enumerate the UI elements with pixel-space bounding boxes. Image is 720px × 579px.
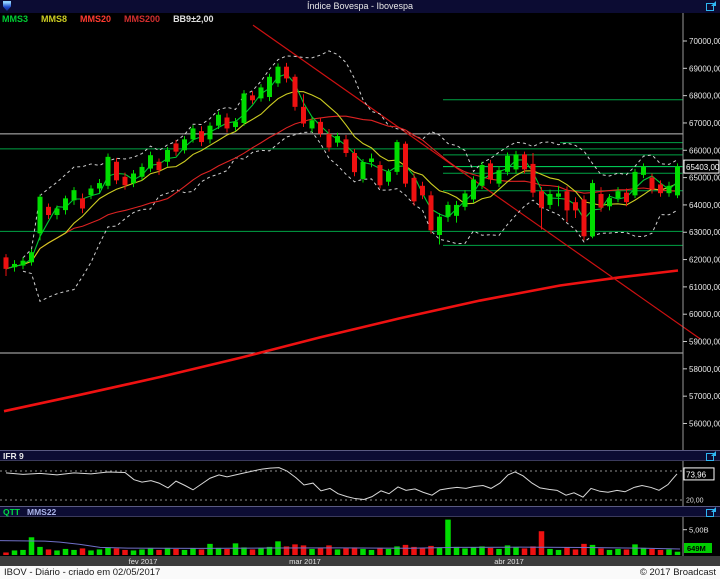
month-label: abr 2017: [494, 557, 524, 566]
indicator-legend: MMS3 MMS8 MMS20 MMS200 BB9±2,00: [2, 14, 227, 25]
date-axis: fev 2017 mar 2017 abr 2017: [0, 556, 720, 566]
svg-text:58000,00: 58000,00: [689, 365, 720, 374]
legend-item-mms20: MMS20: [80, 14, 112, 24]
legend-item-mms8: MMS8: [41, 14, 68, 24]
svg-text:20,00: 20,00: [686, 498, 704, 505]
svg-text:5,00B: 5,00B: [689, 526, 709, 535]
svg-text:65000,00: 65000,00: [689, 174, 720, 183]
svg-text:61000,00: 61000,00: [689, 283, 720, 292]
svg-text:65403,00: 65403,00: [686, 163, 720, 172]
svg-text:63000,00: 63000,00: [689, 228, 720, 237]
month-label: fev 2017: [128, 557, 158, 566]
svg-text:649M: 649M: [687, 544, 706, 553]
svg-text:67000,00: 67000,00: [689, 119, 720, 128]
svg-text:68000,00: 68000,00: [689, 92, 720, 101]
svg-text:62000,00: 62000,00: [689, 256, 720, 265]
legend-item-bb9200: BB9±2,00: [173, 14, 214, 24]
month-label: mar 2017: [289, 557, 321, 566]
qtt-header-label: QTT: [3, 507, 20, 517]
legend-item-mms3: MMS3: [2, 14, 29, 24]
mms22-header-label: MMS22: [27, 507, 57, 517]
svg-text:64000,00: 64000,00: [689, 201, 720, 210]
chart-title: Índice Bovespa - Ibovespa: [306, 1, 414, 11]
ifr-indicator-chart[interactable]: 73,96 20,00: [0, 461, 720, 506]
popout-qtt-icon[interactable]: [706, 507, 716, 517]
main-price-chart[interactable]: 70000,00 69000,00 68000,00 67000,00 66000,00…: [0, 13, 720, 450]
copyright-text: © 2017 Broadcast: [639, 567, 716, 578]
svg-text:73,96: 73,96: [686, 470, 707, 479]
ifr-panel-header: IFR 9: [0, 450, 720, 461]
title-bar: Índice Bovespa - Ibovespa: [0, 0, 720, 14]
volume-chart[interactable]: 5,00B 649M: [0, 517, 720, 556]
svg-text:66000,00: 66000,00: [689, 146, 720, 155]
popout-ifr-icon[interactable]: [706, 451, 716, 461]
svg-text:60000,00: 60000,00: [689, 310, 720, 319]
status-bar: IBOV - Diário - criado em 02/05/2017 © 2…: [0, 566, 720, 579]
svg-text:56000,00: 56000,00: [689, 419, 720, 428]
legend-item-mms200: MMS200: [124, 14, 161, 24]
svg-text:69000,00: 69000,00: [689, 64, 720, 73]
svg-text:57000,00: 57000,00: [689, 392, 720, 401]
qtt-panel-header: QTT MMS22: [0, 506, 720, 517]
ifr-header-label: IFR 9: [3, 451, 24, 461]
popout-main-icon[interactable]: [706, 1, 716, 11]
chart-info-text: IBOV - Diário - criado em 02/05/2017: [4, 567, 161, 578]
svg-text:59000,00: 59000,00: [689, 338, 720, 347]
svg-text:70000,00: 70000,00: [689, 37, 720, 46]
app-icon: [3, 1, 11, 11]
